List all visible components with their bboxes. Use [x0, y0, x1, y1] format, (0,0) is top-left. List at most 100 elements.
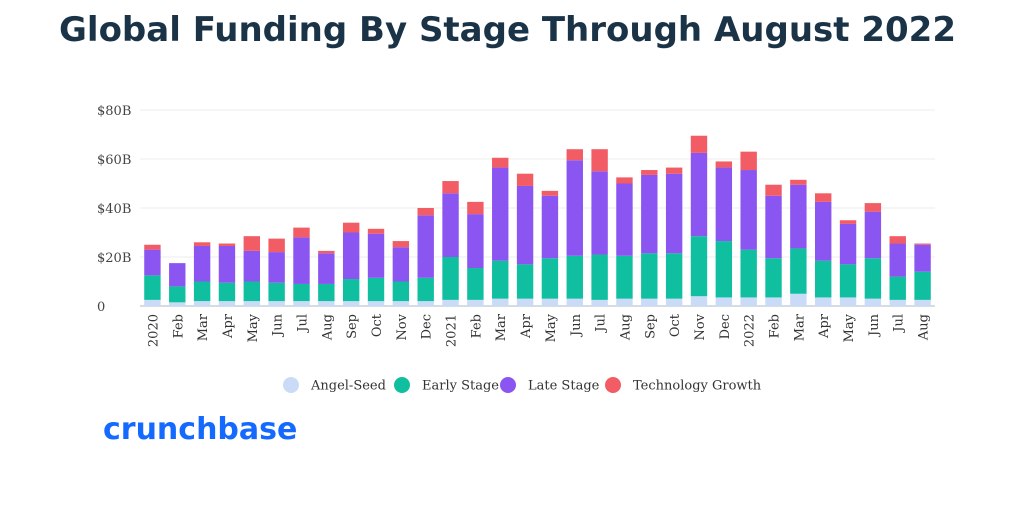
bar-segment-early-stage: [342, 279, 360, 302]
bar-segment-late-stage: [144, 249, 161, 276]
bar-segment-technology-growth: [293, 227, 310, 238]
bar-segment-early-stage: [715, 241, 733, 298]
x-tick-label: Jun: [271, 313, 286, 338]
x-tick-label: Mar: [494, 313, 509, 341]
bar-segment-late-stage: [342, 232, 360, 280]
x-tick-label: Jun: [867, 313, 882, 338]
bar-segment-technology-growth: [566, 149, 583, 161]
bar-segment-technology-growth: [268, 238, 285, 253]
bar-segment-early-stage: [367, 277, 385, 302]
x-tick-label: Nov: [395, 313, 410, 340]
bar-segment-early-stage: [268, 282, 285, 302]
bar-segment-angel-seed: [367, 301, 385, 306]
bar-segment-technology-growth: [392, 241, 410, 248]
x-tick-label: Jun: [569, 313, 584, 338]
bar-segment-late-stage: [293, 237, 310, 284]
bar-segment-late-stage: [243, 250, 260, 282]
bar-segment-late-stage: [715, 167, 733, 242]
bar-segment-angel-seed: [442, 299, 459, 306]
bar-segment-early-stage: [467, 268, 484, 300]
x-tick-label: Feb: [768, 314, 783, 338]
bar-segment-late-stage: [566, 160, 583, 256]
bar-segment-technology-growth: [467, 201, 484, 215]
bar-segment-angel-seed: [566, 298, 583, 306]
bar-segment-angel-seed: [218, 301, 236, 306]
bar-segment-early-stage: [864, 258, 882, 299]
bar-segment-angel-seed: [541, 298, 559, 306]
bar-segment-technology-growth: [889, 236, 906, 244]
bar-segment-early-stage: [815, 260, 832, 298]
bar-segment-technology-growth: [591, 149, 608, 172]
x-tick-label: Sep: [643, 314, 658, 339]
y-tick-label: $80B: [97, 104, 131, 119]
bar-segment-technology-growth: [516, 173, 534, 186]
bar-segment-late-stage: [169, 263, 186, 287]
bar-segment-technology-growth: [616, 177, 633, 184]
bar-segment-late-stage: [665, 173, 683, 254]
bar-segment-late-stage: [815, 201, 832, 261]
x-tick-label: Feb: [171, 314, 186, 338]
x-tick-label: Nov: [693, 313, 708, 340]
bar-segment-technology-growth: [914, 243, 931, 245]
chart-title: Global Funding By Stage Through August 2…: [59, 10, 956, 50]
bar-segment-late-stage: [765, 195, 782, 259]
bar-segment-angel-seed: [243, 301, 260, 306]
bar-segment-late-stage: [914, 244, 931, 272]
bar-segment-early-stage: [243, 281, 260, 302]
bar-segment-angel-seed: [690, 296, 708, 306]
bar-segment-angel-seed: [169, 302, 186, 306]
bar-segment-angel-seed: [889, 299, 906, 306]
bar-segment-early-stage: [591, 254, 608, 300]
y-tick-label: 0: [97, 300, 105, 315]
bar-segment-technology-growth: [665, 167, 683, 174]
bar-segment-early-stage: [516, 264, 534, 299]
bar-segment-late-stage: [641, 174, 658, 254]
bar-segment-angel-seed: [864, 298, 882, 306]
x-tick-label: 2021: [445, 314, 460, 347]
y-axis-tick-labels: 0 $20B $40B $60B $80B: [97, 104, 131, 315]
bar-segment-angel-seed: [144, 299, 161, 306]
bar-segment-early-stage: [293, 283, 310, 302]
bar-segment-technology-growth: [367, 228, 385, 234]
x-tick-label: Aug: [618, 314, 633, 341]
bar-segment-early-stage: [169, 286, 186, 303]
bar-segment-technology-growth: [765, 184, 782, 196]
x-tick-label: Dec: [718, 314, 733, 339]
bar-segment-angel-seed: [293, 301, 310, 306]
crunchbase-logo: crunchbase: [103, 412, 298, 447]
bar-segment-technology-growth: [417, 208, 434, 216]
bar-segment-technology-growth: [815, 193, 832, 202]
bar-segment-technology-growth: [492, 157, 509, 168]
bar-segment-early-stage: [566, 255, 583, 299]
bar-segment-early-stage: [914, 271, 931, 300]
bar-segment-early-stage: [790, 248, 807, 294]
legend-label: Technology Growth: [633, 379, 762, 394]
x-tick-label: 2022: [743, 314, 758, 347]
bar-segment-angel-seed: [417, 301, 434, 306]
bar-segment-early-stage: [690, 236, 708, 297]
bar-segment-technology-growth: [740, 151, 757, 171]
bar-segment-late-stage: [889, 243, 906, 277]
bar-segment-technology-growth: [442, 181, 459, 194]
x-tick-label: Aug: [917, 314, 932, 341]
x-tick-label: Mar: [792, 313, 807, 341]
bar-segment-angel-seed: [616, 298, 633, 306]
bar-segment-angel-seed: [342, 301, 360, 306]
x-tick-label: Jul: [594, 314, 609, 334]
legend-label: Late Stage: [528, 379, 600, 394]
x-tick-label: May: [544, 313, 559, 342]
x-tick-label: Oct: [668, 313, 683, 337]
bar-segment-angel-seed: [715, 297, 733, 306]
bar-segment-technology-growth: [144, 244, 161, 250]
x-tick-label: Apr: [817, 313, 832, 339]
bar-segment-early-stage: [641, 253, 658, 299]
bar-segment-early-stage: [839, 264, 857, 298]
y-tick-label: $40B: [97, 202, 131, 217]
bar-segment-technology-growth: [243, 236, 260, 251]
bar-segment-angel-seed: [665, 298, 683, 306]
bar-segment-early-stage: [318, 283, 335, 302]
bar-segment-late-stage: [690, 152, 708, 237]
legend-marker: [605, 377, 621, 393]
bar-segment-angel-seed: [815, 297, 832, 306]
